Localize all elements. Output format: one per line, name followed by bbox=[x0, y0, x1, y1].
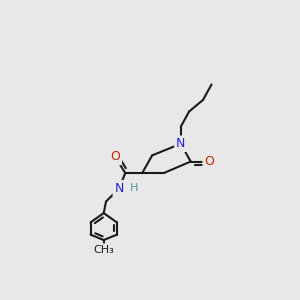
Text: N: N bbox=[176, 137, 185, 150]
Text: O: O bbox=[204, 155, 214, 168]
Text: O: O bbox=[110, 150, 120, 164]
Text: H: H bbox=[130, 184, 139, 194]
Text: N: N bbox=[114, 182, 124, 195]
Text: CH₃: CH₃ bbox=[93, 245, 114, 255]
